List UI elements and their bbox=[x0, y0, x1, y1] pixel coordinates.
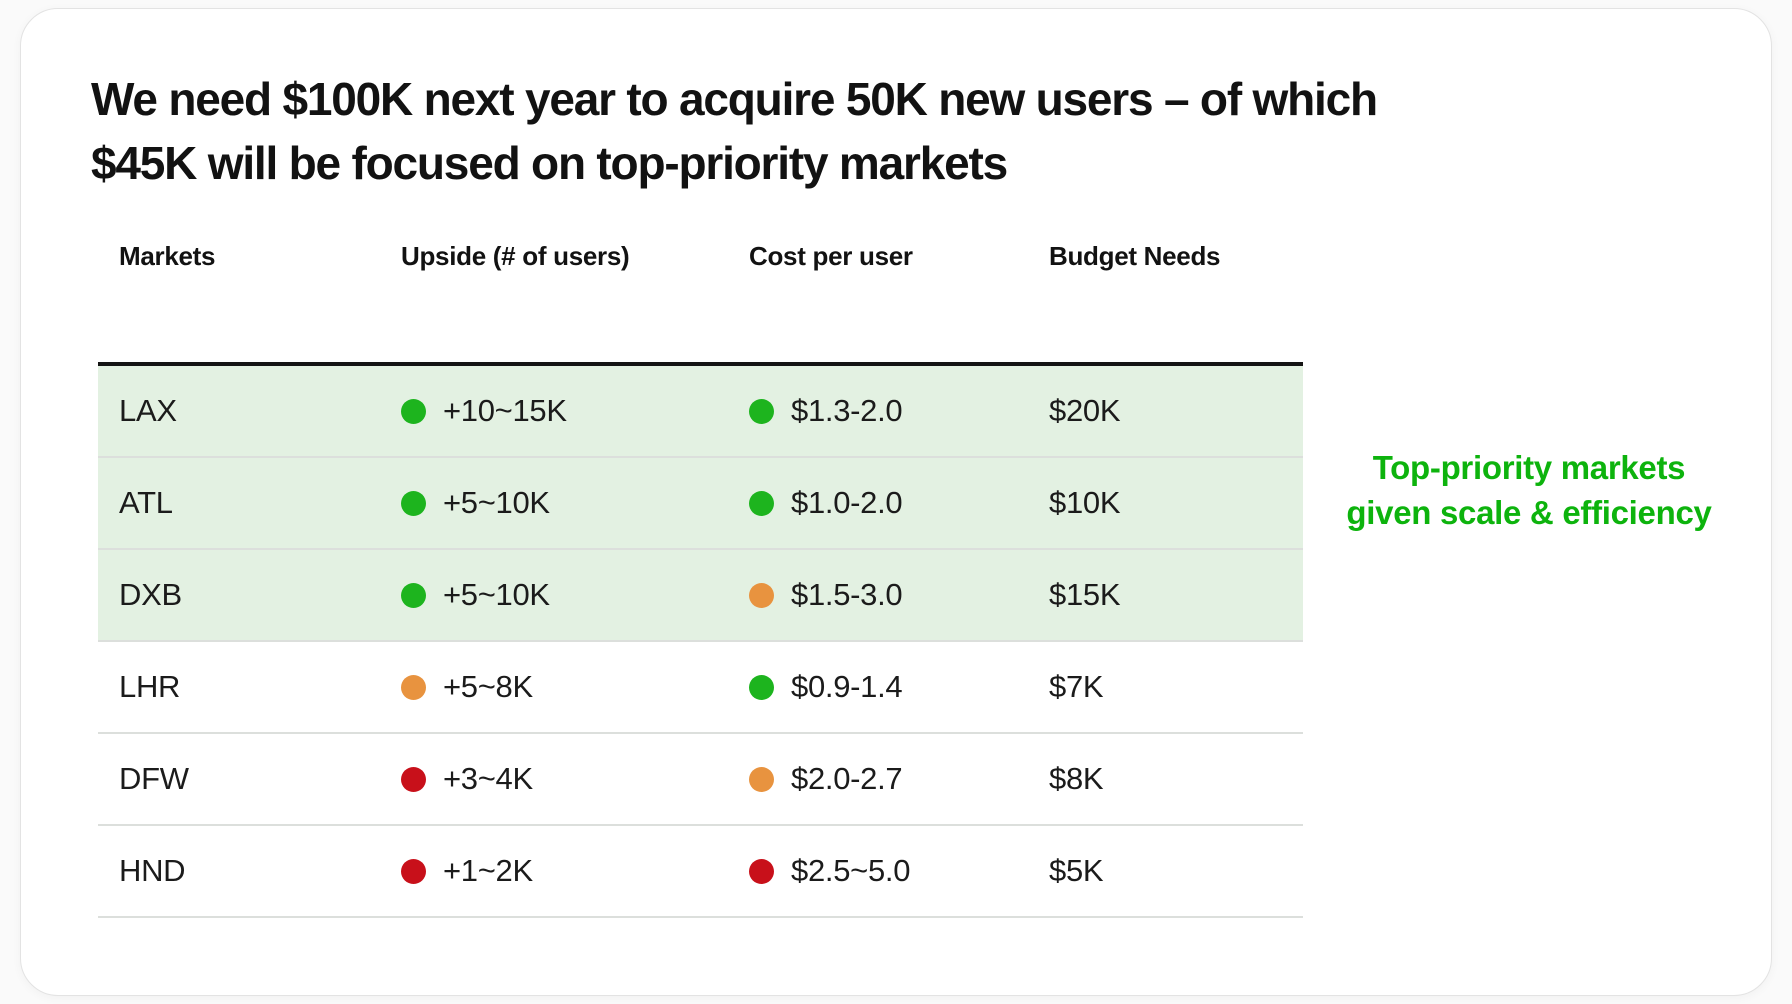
market-cell: DFW bbox=[119, 761, 189, 796]
table-row: LHR +5~8K $0.9-1.4 $7K bbox=[98, 642, 1303, 734]
table-row: HND +1~2K $2.5~5.0 $5K bbox=[98, 826, 1303, 918]
cost-status-dot-icon bbox=[749, 490, 774, 516]
upside-value: +3~4K bbox=[443, 761, 533, 796]
market-cell: LHR bbox=[119, 669, 181, 704]
cost-value: $2.0-2.7 bbox=[791, 761, 903, 796]
upside-status-dot-icon bbox=[401, 674, 426, 700]
annotation-line-1: Top-priority markets bbox=[1372, 449, 1686, 486]
cost-status-dot-icon bbox=[749, 858, 774, 884]
page-title-line-1: We need $100K next year to acquire 50K n… bbox=[91, 73, 1378, 125]
cost-cell: $1.3-2.0 bbox=[728, 393, 1028, 429]
slide-card: We need $100K next year to acquire 50K n… bbox=[20, 8, 1772, 996]
cost-cell: $1.0-2.0 bbox=[728, 485, 1028, 521]
market-cell: DXB bbox=[119, 577, 182, 612]
upside-cell: +5~8K bbox=[380, 669, 728, 705]
upside-cell: +1~2K bbox=[380, 853, 728, 889]
column-header-cost-per-user: Cost per user bbox=[749, 241, 913, 271]
upside-value: +5~10K bbox=[443, 577, 550, 612]
cost-status-dot-icon bbox=[749, 766, 774, 792]
upside-status-dot-icon bbox=[401, 582, 426, 608]
page-title-line-2: $45K will be focused on top-priority mar… bbox=[91, 137, 1008, 189]
column-header-budget-needs: Budget Needs bbox=[1049, 241, 1221, 271]
upside-value: +10~15K bbox=[443, 393, 567, 428]
upside-status-dot-icon bbox=[401, 490, 426, 516]
cost-cell: $0.9-1.4 bbox=[728, 669, 1028, 705]
column-header-upside: Upside (# of users) bbox=[401, 241, 630, 271]
budget-cell: $15K bbox=[1049, 577, 1121, 612]
upside-cell: +5~10K bbox=[380, 485, 728, 521]
upside-status-dot-icon bbox=[401, 398, 426, 424]
market-cell: ATL bbox=[119, 485, 173, 520]
cost-status-dot-icon bbox=[749, 674, 774, 700]
upside-value: +1~2K bbox=[443, 853, 533, 888]
cost-value: $1.5-3.0 bbox=[791, 577, 903, 612]
cost-value: $1.3-2.0 bbox=[791, 393, 903, 428]
upside-cell: +3~4K bbox=[380, 761, 728, 797]
table-body: LAX +10~15K $1.3-2.0 $20K ATL +5~10K $1.… bbox=[98, 362, 1303, 918]
cost-cell: $1.5-3.0 bbox=[728, 577, 1028, 613]
table-row: DXB +5~10K $1.5-3.0 $15K bbox=[98, 550, 1303, 642]
cost-cell: $2.5~5.0 bbox=[728, 853, 1028, 889]
table-row: DFW +3~4K $2.0-2.7 $8K bbox=[98, 734, 1303, 826]
budget-cell: $7K bbox=[1049, 669, 1104, 704]
upside-status-dot-icon bbox=[401, 858, 426, 884]
column-header-markets: Markets bbox=[119, 241, 216, 271]
cost-value: $0.9-1.4 bbox=[791, 669, 903, 704]
market-cell: HND bbox=[119, 853, 186, 888]
cost-status-dot-icon bbox=[749, 398, 774, 424]
table-row: ATL +5~10K $1.0-2.0 $10K bbox=[98, 458, 1303, 550]
budget-cell: $8K bbox=[1049, 761, 1104, 796]
upside-value: +5~10K bbox=[443, 485, 550, 520]
cost-value: $2.5~5.0 bbox=[791, 853, 911, 888]
upside-cell: +10~15K bbox=[380, 393, 728, 429]
budget-cell: $20K bbox=[1049, 393, 1121, 428]
upside-value: +5~8K bbox=[443, 669, 533, 704]
market-cell: LAX bbox=[119, 393, 177, 428]
top-priority-annotation: Top-priority markets given scale & effic… bbox=[1329, 445, 1729, 535]
cost-status-dot-icon bbox=[749, 582, 774, 608]
table-row: LAX +10~15K $1.3-2.0 $20K bbox=[98, 366, 1303, 458]
table-header: Markets Upside (# of users) Cost per use… bbox=[98, 241, 1303, 272]
cost-cell: $2.0-2.7 bbox=[728, 761, 1028, 797]
budget-cell: $5K bbox=[1049, 853, 1104, 888]
upside-status-dot-icon bbox=[401, 766, 426, 792]
annotation-line-2: given scale & efficiency bbox=[1346, 494, 1712, 531]
budget-cell: $10K bbox=[1049, 485, 1121, 520]
cost-value: $1.0-2.0 bbox=[791, 485, 903, 520]
upside-cell: +5~10K bbox=[380, 577, 728, 613]
page-title: We need $100K next year to acquire 50K n… bbox=[91, 67, 1378, 195]
